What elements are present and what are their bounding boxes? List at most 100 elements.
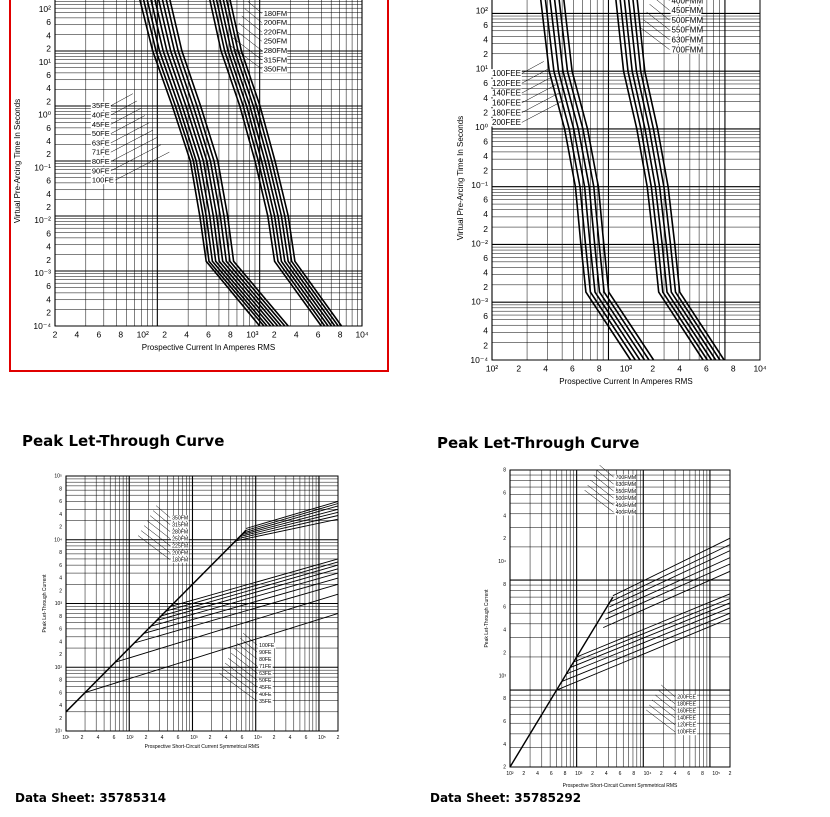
y-tick-label: 2 (483, 166, 488, 176)
x-tick-label: 10² (126, 735, 134, 741)
series-250FM (219, 0, 333, 327)
series-180FM (235, 518, 339, 542)
series-label-bg (171, 536, 189, 542)
series-label-bg (171, 550, 189, 556)
series-label-bg (90, 157, 111, 166)
leader-line (235, 30, 262, 51)
y-tick-label: 4 (483, 35, 488, 45)
series-label-280FM: 280FM (172, 529, 188, 535)
leader-line (149, 515, 171, 532)
series-label-350FM: 350FM (172, 515, 188, 521)
y-tick-label: 10¹ (55, 729, 63, 735)
x-tick-label: 4 (543, 364, 548, 374)
series-label-71FE: 71FE (92, 148, 110, 157)
series-50FE (143, 577, 339, 634)
series-label-400FMM: 400FMM (672, 0, 704, 5)
series-630FMM (611, 544, 731, 602)
y-tick-label: 2 (59, 588, 62, 594)
series-label-180FEE: 180FEE (677, 702, 696, 708)
y-tick-label: 10³ (499, 673, 507, 679)
series-label-180FEE: 180FEE (492, 108, 521, 117)
y-tick-label: 6 (46, 228, 51, 238)
x-tick-label: 2 (273, 735, 276, 741)
series-40FE (142, 0, 265, 327)
series-label-bg (90, 138, 111, 147)
series-label-700FMM: 700FMM (672, 45, 704, 54)
series-140FEE (566, 607, 731, 675)
x-axis-title: Prospective Current In Amperes RMS (142, 343, 275, 352)
y-tick-label: 10⁻³ (34, 268, 51, 278)
leader-line (140, 530, 171, 553)
leader-line (649, 4, 670, 21)
leader-line (661, 684, 676, 698)
series-label-35FE: 35FE (259, 699, 272, 705)
series-80FE (161, 564, 339, 617)
leader-line (643, 19, 670, 41)
y-tick-label: 10⁻⁴ (470, 355, 488, 365)
leader-line (146, 520, 171, 539)
leader-line (232, 37, 262, 60)
y-tick-label: 6 (46, 176, 51, 186)
x-tick-label: 6 (113, 735, 116, 741)
series-label-220FM: 220FM (264, 27, 287, 36)
y-axis-title: Virtual Pre-Arcing Time In Seconds (456, 116, 465, 240)
y-axis-title: Peak Let-Through Current (484, 589, 490, 648)
series-label-bg (676, 729, 697, 736)
series-label-bg (258, 677, 273, 684)
x-tick-label: 2 (650, 364, 655, 374)
peak-let-through-heading-left: Peak Let-Through Curve (22, 432, 225, 450)
y-tick-label: 4 (483, 151, 488, 161)
x-tick-label: 4 (605, 771, 608, 777)
series-120FEE (544, 0, 636, 361)
series-label-bg (262, 18, 288, 27)
y-tick-label: 2 (46, 149, 51, 159)
series-label-450FMM: 450FMM (672, 6, 704, 15)
prospective-peak-line (509, 596, 614, 768)
leader-line (155, 505, 171, 518)
x-axis-title: Prospective Short-Circuit Current Symmet… (563, 783, 678, 789)
y-tick-label: 10⁴ (498, 559, 506, 565)
leader-line (646, 709, 676, 733)
x-tick-label: 8 (228, 330, 233, 340)
chart-3: 10¹ 2 4 6 10² 2 4 6 10³ 2 4 6 10⁴ 2 4 6 10⁵ 2 10¹ 2 4 6 8 10² 2 4… (42, 474, 340, 750)
y-axis-title: Peak Let-Through Current (42, 574, 48, 633)
highlight-box (9, 0, 389, 372)
series-label-140FEE: 140FEE (677, 716, 696, 722)
series-label-bg (262, 46, 288, 55)
y-tick-label: 6 (46, 70, 51, 80)
series-label-45FE: 45FE (92, 120, 110, 129)
y-tick-label: 6 (483, 20, 488, 30)
series-label-bg (171, 515, 189, 521)
y-tick-label: 10⁵ (54, 474, 62, 480)
leader-line (152, 510, 171, 525)
y-tick-label: 10³ (55, 601, 63, 607)
series-label-bg (614, 474, 636, 481)
y-tick-label: 2 (483, 107, 488, 117)
x-tick-label: 4 (536, 771, 539, 777)
series-label-100FEE: 100FEE (677, 730, 696, 736)
x-tick-label: 10³ (190, 735, 198, 741)
series-45FE (134, 583, 339, 644)
y-tick-label: 10² (476, 5, 488, 15)
leader-line (590, 479, 614, 499)
leader-line (521, 76, 552, 94)
y-tick-label: 4 (483, 267, 488, 277)
series-90FE (165, 561, 339, 612)
x-tick-label: 4 (184, 330, 189, 340)
x-tick-label: 2 (162, 330, 167, 340)
series-label-500FMM: 500FMM (616, 496, 636, 502)
y-tick-label: 4 (59, 639, 62, 645)
x-tick-label: 10⁴ (644, 771, 652, 777)
series-63FE (154, 0, 275, 327)
series-label-550FMM: 550FMM (616, 489, 636, 495)
x-tick-label: 2 (209, 735, 212, 741)
series-280FM (243, 505, 339, 534)
y-tick-label: 8 (503, 582, 506, 588)
series-180FEE (573, 598, 731, 663)
x-tick-label: 6 (619, 771, 622, 777)
y-tick-label: 2 (483, 49, 488, 59)
series-100FE (169, 0, 289, 327)
series-label-bg (676, 694, 697, 701)
leader-line (247, 1, 262, 14)
